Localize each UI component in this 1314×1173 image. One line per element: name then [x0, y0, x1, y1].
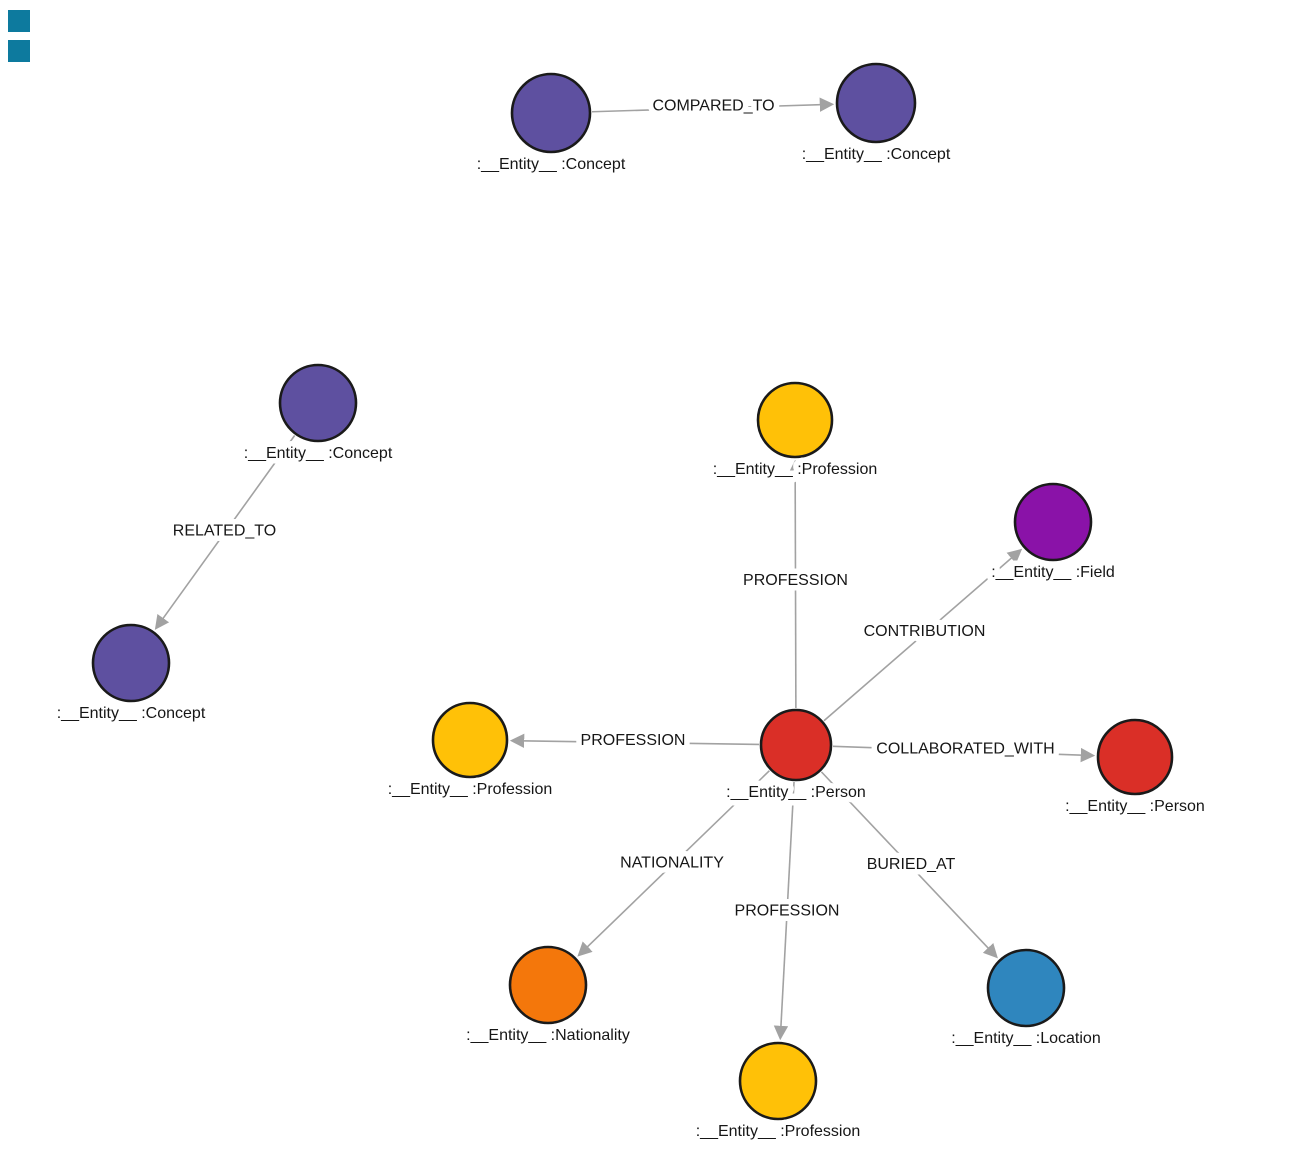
- sidebar-tile-bottom[interactable]: [8, 40, 30, 62]
- edge-label-profession-2[interactable]: PROFESSION: [738, 567, 854, 595]
- edge-nationality-6[interactable]: [577, 770, 770, 957]
- node-prof_bottom[interactable]: [738, 1041, 818, 1121]
- node-caption-nationality1: :__Entity__ :Nationality: [466, 1027, 630, 1044]
- edge-label-compared_to-0[interactable]: COMPARED_TO: [647, 92, 780, 120]
- nodes-layer: [91, 62, 1174, 1121]
- node-concept2[interactable]: [835, 62, 917, 144]
- edge-profession-4[interactable]: [509, 733, 760, 749]
- edge-profession-2[interactable]: [787, 459, 803, 709]
- edge-profession-7[interactable]: [773, 781, 795, 1041]
- edge-label-profession-7[interactable]: PROFESSION: [729, 897, 845, 925]
- node-nationality1[interactable]: [508, 945, 588, 1025]
- edge-labels-layer: COMPARED_TORELATED_TOPROFESSIONCONTRIBUT…: [167, 92, 1060, 925]
- edges-layer: [154, 97, 1096, 1041]
- node-caption-location1: :__Entity__ :Location: [951, 1030, 1100, 1047]
- edge-label-collaborated_with-5[interactable]: COLLABORATED_WITH: [871, 735, 1060, 763]
- node-location1[interactable]: [986, 948, 1066, 1028]
- node-concept3[interactable]: [278, 363, 358, 443]
- node-caption-concept1: :__Entity__ :Concept: [477, 156, 626, 173]
- edge-collaborated_with-5[interactable]: [832, 745, 1096, 763]
- node-field1[interactable]: [1013, 482, 1093, 562]
- node-concept4[interactable]: [91, 623, 171, 703]
- edge-label-profession-4[interactable]: PROFESSION: [575, 727, 691, 755]
- node-prof_left[interactable]: [431, 701, 509, 779]
- edge-label-buried_at-8[interactable]: BURIED_AT: [861, 851, 961, 879]
- edge-compared_to-0[interactable]: [591, 97, 835, 113]
- node-person_right[interactable]: [1096, 718, 1174, 796]
- edge-related_to-1[interactable]: [154, 435, 296, 630]
- node-caption-prof_bottom: :__Entity__ :Profession: [696, 1123, 861, 1140]
- node-caption-concept2: :__Entity__ :Concept: [802, 146, 951, 163]
- node-caption-concept3: :__Entity__ :Concept: [244, 445, 393, 462]
- sidebar-tile-top[interactable]: [8, 10, 30, 32]
- node-caption-concept4: :__Entity__ :Concept: [57, 705, 206, 722]
- node-caption-person_center: :__Entity__ :Person: [726, 784, 866, 801]
- node-concept1[interactable]: [510, 72, 592, 154]
- node-caption-field1: :__Entity__ :Field: [991, 564, 1115, 581]
- edge-contribution-3[interactable]: [823, 548, 1023, 722]
- node-prof_top[interactable]: [756, 381, 834, 459]
- node-caption-prof_left: :__Entity__ :Profession: [388, 781, 553, 798]
- node-caption-prof_top: :__Entity__ :Profession: [713, 461, 878, 478]
- node-person_center[interactable]: [759, 708, 833, 782]
- edge-label-related_to-1[interactable]: RELATED_TO: [167, 517, 281, 545]
- edge-label-contribution-3[interactable]: CONTRIBUTION: [858, 618, 991, 646]
- edge-buried_at-8[interactable]: [820, 771, 998, 959]
- node-caption-person_right: :__Entity__ :Person: [1065, 798, 1205, 815]
- edge-label-nationality-6[interactable]: NATIONALITY: [615, 849, 730, 877]
